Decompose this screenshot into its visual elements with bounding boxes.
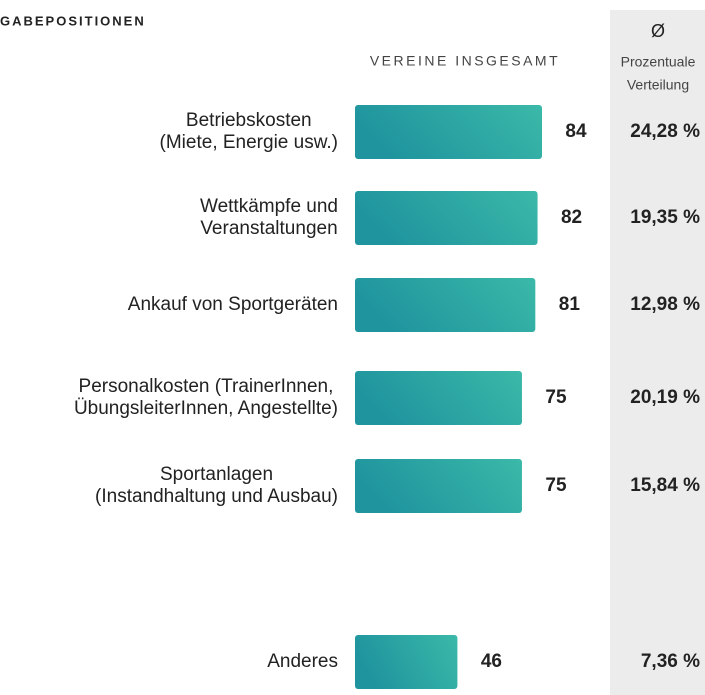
category-label: Sportanlagen [160,464,273,485]
category-label: Wettkämpfe und [200,196,338,217]
category-label: Personalkosten (TrainerInnen, [79,376,334,397]
value-label: 75 [545,475,567,496]
category-label: (Miete, Energie usw.) [160,132,338,153]
bar [355,191,538,245]
category-label: (Instandhaltung und Ausbau) [95,486,338,507]
bar [355,371,522,425]
share-header: Prozentuale [621,54,696,70]
category-label: Ankauf von Sportgeräten [128,294,338,315]
value-label: 75 [545,387,567,408]
bar [355,459,522,513]
share-label: 15,84 % [630,475,700,496]
column-title: VEREINE INSGESAMT [370,53,560,69]
bar [355,278,536,332]
share-label: 24,28 % [630,121,700,142]
bar [355,635,458,689]
share-label: 20,19 % [630,387,700,408]
category-label: ÜbungsleiterInnen, Angestellte) [74,398,338,419]
share-symbol: Ø [651,21,665,41]
share-column [610,10,705,695]
category-label: Anderes [267,651,338,672]
chart-title: GABEPOSITIONEN [0,13,146,28]
share-header: Verteilung [627,77,689,93]
value-label: 46 [481,651,502,672]
bar [355,105,542,159]
share-label: 12,98 % [630,294,700,315]
value-label: 81 [559,294,581,315]
value-label: 84 [565,121,587,142]
share-label: 19,35 % [630,207,700,228]
share-label: 7,36 % [641,651,700,672]
value-label: 82 [561,207,582,228]
category-label: Veranstaltungen [200,218,337,239]
category-label: Betriebskosten [186,110,312,131]
